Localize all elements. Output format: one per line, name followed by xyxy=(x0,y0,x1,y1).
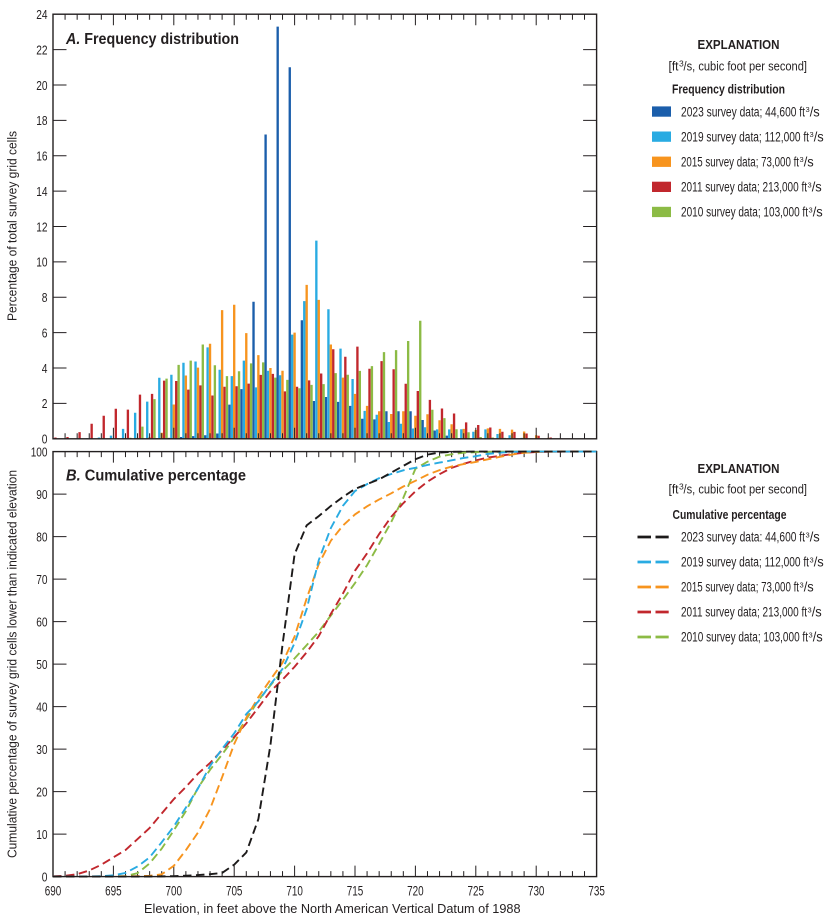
svg-text:/s: /s xyxy=(804,580,814,595)
svg-text:2010 survey data; 103,000 ft: 2010 survey data; 103,000 ft xyxy=(681,630,808,645)
svg-text:/s: /s xyxy=(812,605,822,620)
svg-text:2023 survey data; 44,600 ft: 2023 survey data; 44,600 ft xyxy=(681,104,805,119)
svg-text:0: 0 xyxy=(42,432,48,447)
svg-text:20: 20 xyxy=(36,784,47,799)
svg-text:/s: /s xyxy=(810,530,820,545)
svg-text:90: 90 xyxy=(36,487,47,502)
svg-text:50: 50 xyxy=(36,657,47,672)
svg-text:22: 22 xyxy=(36,42,47,57)
svg-text:Elevation, in feet above the N: Elevation, in feet above the North Ameri… xyxy=(144,901,521,916)
svg-text:20: 20 xyxy=(36,78,47,93)
svg-text:2: 2 xyxy=(42,396,48,411)
svg-text:30: 30 xyxy=(36,742,47,757)
svg-text:6: 6 xyxy=(42,325,48,340)
svg-text:40: 40 xyxy=(36,699,47,714)
svg-text:3: 3 xyxy=(800,155,804,164)
svg-text:/s: /s xyxy=(810,104,820,119)
svg-text:730: 730 xyxy=(528,884,545,899)
svg-text:Cumulative percentage of surve: Cumulative percentage of survey grid cel… xyxy=(5,470,20,858)
svg-text:60: 60 xyxy=(36,614,47,629)
svg-text:24: 24 xyxy=(36,7,47,22)
svg-text:710: 710 xyxy=(286,884,303,899)
svg-text:735: 735 xyxy=(588,884,605,899)
svg-text:720: 720 xyxy=(407,884,424,899)
svg-text:3: 3 xyxy=(679,59,684,69)
svg-text:2023 survey data: 44,600 ft: 2023 survey data: 44,600 ft xyxy=(681,530,805,545)
svg-text:3: 3 xyxy=(679,482,684,492)
svg-text:700: 700 xyxy=(166,884,183,899)
svg-text:14: 14 xyxy=(36,184,47,199)
svg-text:/s: /s xyxy=(813,205,823,220)
svg-text:Cumulative percentage: Cumulative percentage xyxy=(673,508,787,522)
svg-text:10: 10 xyxy=(36,255,47,270)
svg-text:3: 3 xyxy=(800,580,804,589)
svg-text:B. Cumulative percentage: B. Cumulative percentage xyxy=(66,468,246,485)
svg-text:/s: /s xyxy=(804,155,814,170)
svg-text:4: 4 xyxy=(42,361,48,376)
svg-text:16: 16 xyxy=(36,149,47,164)
svg-text:/s, cubic foot per second]: /s, cubic foot per second] xyxy=(684,482,808,497)
svg-text:[ft: [ft xyxy=(669,482,679,497)
svg-text:3: 3 xyxy=(809,630,813,639)
svg-text:2011 survey data; 213,000 ft: 2011 survey data; 213,000 ft xyxy=(681,180,807,195)
svg-text:2011 survey data; 213,000 ft: 2011 survey data; 213,000 ft xyxy=(681,605,807,620)
svg-text:2015 survey data; 73,000 ft: 2015 survey data; 73,000 ft xyxy=(681,155,799,170)
svg-text:/s, cubic foot per second]: /s, cubic foot per second] xyxy=(684,59,808,74)
svg-text:EXPLANATION: EXPLANATION xyxy=(698,38,780,52)
svg-text:8: 8 xyxy=(42,290,48,305)
svg-text:[ft: [ft xyxy=(669,59,679,74)
svg-text:725: 725 xyxy=(468,884,485,899)
svg-text:/s: /s xyxy=(814,555,824,570)
svg-text:2015 survey data; 73,000 ft: 2015 survey data; 73,000 ft xyxy=(681,580,799,595)
svg-text:705: 705 xyxy=(226,884,243,899)
svg-text:Percentage of total survey gri: Percentage of total survey grid cells xyxy=(5,131,20,321)
svg-text:A. Frequency distribution: A. Frequency distribution xyxy=(65,31,239,48)
svg-text:2010 survey data; 103,000 ft: 2010 survey data; 103,000 ft xyxy=(681,205,808,220)
svg-text:Frequency distribution: Frequency distribution xyxy=(672,83,785,97)
svg-text:3: 3 xyxy=(806,105,810,114)
svg-text:/s: /s xyxy=(812,180,822,195)
svg-text:100: 100 xyxy=(31,444,48,459)
svg-text:3: 3 xyxy=(808,180,812,189)
svg-text:3: 3 xyxy=(808,605,812,614)
svg-text:/s: /s xyxy=(813,630,823,645)
svg-text:EXPLANATION: EXPLANATION xyxy=(698,462,780,476)
svg-text:/s: /s xyxy=(814,129,824,144)
svg-text:3: 3 xyxy=(810,130,814,139)
svg-text:2019 survey data; 112,000 ft: 2019 survey data; 112,000 ft xyxy=(681,555,809,570)
svg-text:3: 3 xyxy=(806,530,810,539)
svg-text:690: 690 xyxy=(45,884,62,899)
svg-text:3: 3 xyxy=(809,205,813,214)
svg-text:80: 80 xyxy=(36,529,47,544)
svg-text:70: 70 xyxy=(36,572,47,587)
svg-text:18: 18 xyxy=(36,113,47,128)
svg-text:2019 survey data; 112,000 ft: 2019 survey data; 112,000 ft xyxy=(681,129,809,144)
svg-text:715: 715 xyxy=(347,884,364,899)
svg-text:0: 0 xyxy=(42,869,48,884)
svg-text:12: 12 xyxy=(36,219,47,234)
svg-text:10: 10 xyxy=(36,827,47,842)
svg-text:3: 3 xyxy=(810,555,814,564)
svg-text:695: 695 xyxy=(105,884,122,899)
